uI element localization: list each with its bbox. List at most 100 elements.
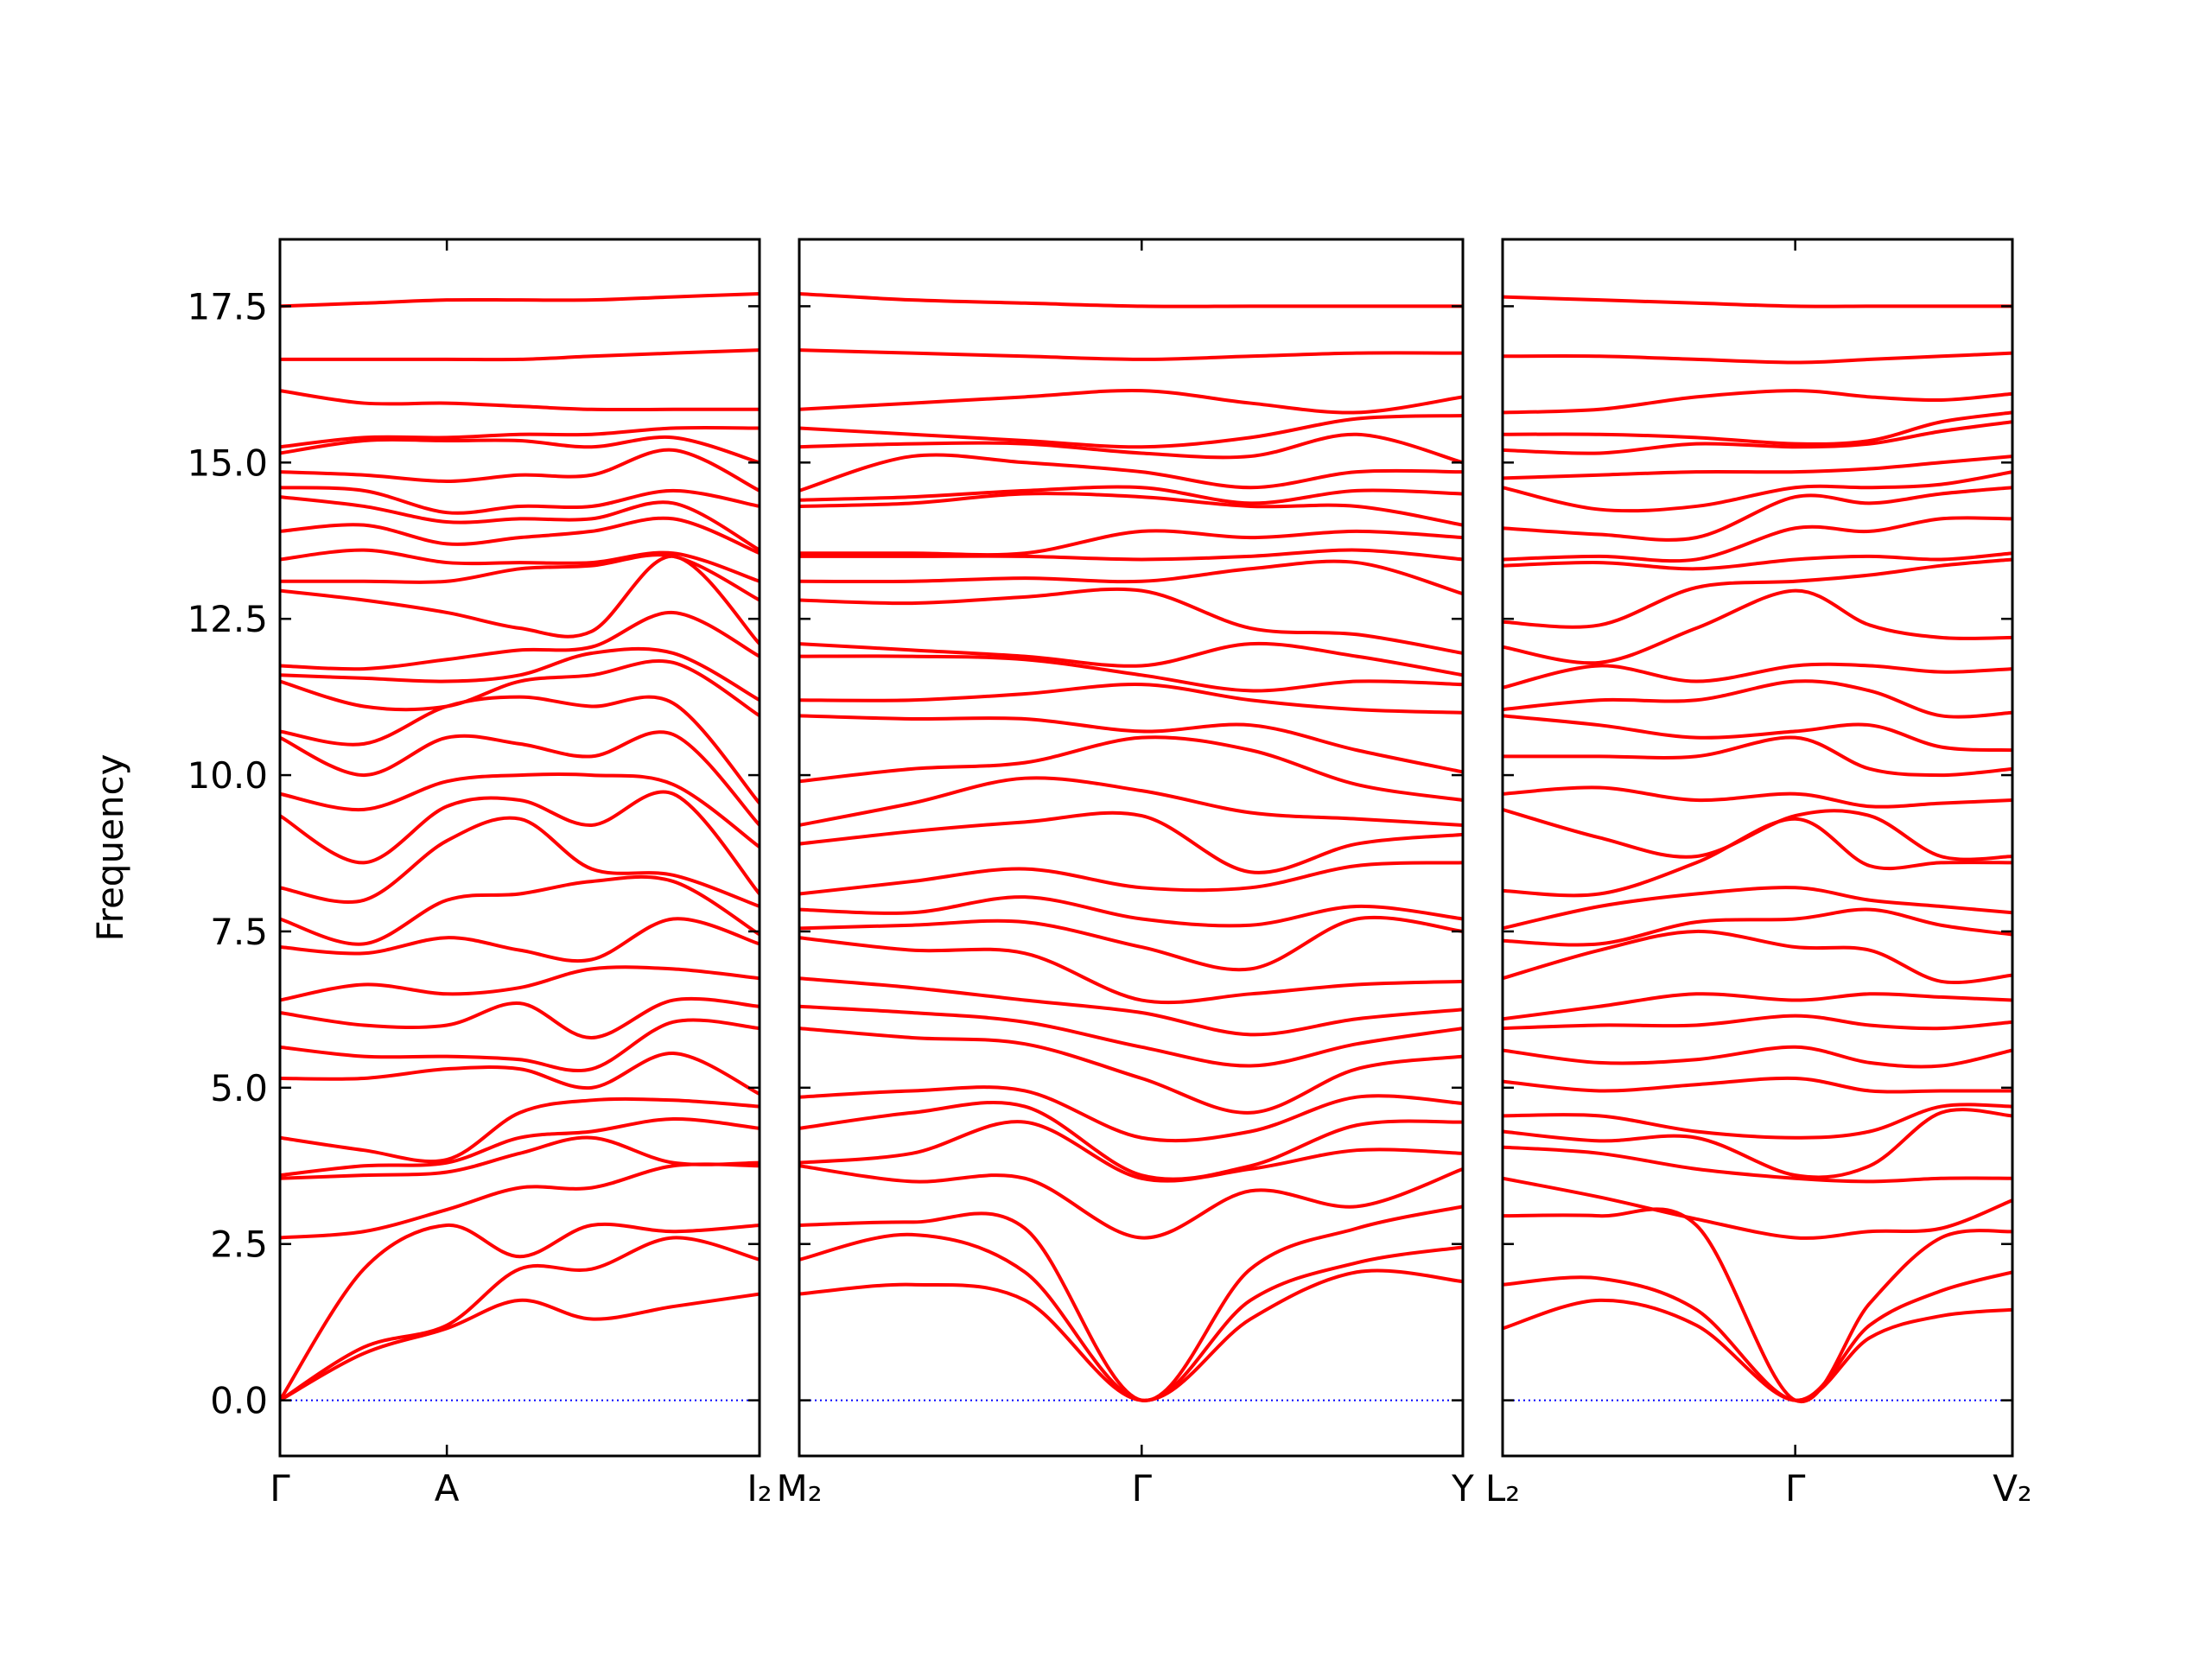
band-line	[280, 965, 760, 1002]
x-tick-label: V₂	[1993, 1467, 2032, 1510]
x-tick-label: Γ	[1785, 1467, 1806, 1510]
band-line	[1503, 735, 2012, 778]
band-line	[1503, 785, 2012, 809]
band-line	[1503, 1103, 2012, 1140]
band-line	[1503, 992, 2012, 1021]
band-line	[1503, 929, 2012, 985]
band-line	[280, 435, 760, 465]
band-line	[1503, 588, 2012, 665]
band-line	[1503, 1145, 2012, 1184]
band-line	[1503, 295, 2012, 308]
band-line	[280, 1135, 760, 1180]
band-line	[280, 816, 760, 908]
band-line	[799, 414, 1463, 449]
band-line	[1503, 714, 2012, 753]
band-line	[799, 1120, 1463, 1183]
band-line	[1503, 389, 2012, 415]
band-line	[280, 695, 760, 804]
band-line	[799, 641, 1463, 677]
band-line	[280, 996, 760, 1039]
band-line	[1503, 1207, 2012, 1404]
band-line	[799, 432, 1463, 465]
y-tick-label: 5.0	[210, 1067, 268, 1109]
frame	[278, 238, 761, 1458]
band-line	[280, 516, 760, 556]
band-line	[280, 646, 760, 702]
band-line	[799, 776, 1463, 827]
plot-area	[1503, 295, 2012, 1404]
band-line	[799, 1205, 1463, 1402]
band-line	[280, 495, 760, 552]
band-line	[1503, 420, 2012, 455]
band-line	[280, 548, 760, 583]
band-line	[799, 654, 1463, 693]
band-line	[1503, 1014, 2012, 1031]
x-tick-label: A	[435, 1467, 460, 1510]
band-line	[280, 425, 760, 449]
band-line	[799, 529, 1463, 557]
x-tick-label: Γ	[1132, 1467, 1153, 1510]
band-line	[1503, 907, 2012, 947]
band-line	[280, 874, 760, 946]
band-line	[799, 388, 1463, 415]
band-line	[799, 861, 1463, 896]
band-line	[280, 1236, 760, 1402]
band-line	[280, 1018, 760, 1073]
y-axis-label: Frequency	[89, 754, 131, 942]
y-tick-label: 15.0	[187, 442, 268, 484]
band-line	[799, 1085, 1463, 1143]
band-line	[280, 553, 760, 602]
band-line	[1503, 470, 2012, 513]
plot-area	[280, 291, 760, 1402]
band-line	[799, 735, 1463, 802]
band-line	[799, 1004, 1463, 1068]
band-line	[1503, 807, 2012, 861]
band-line	[1503, 516, 2012, 563]
band-line	[1503, 486, 2012, 542]
band-line	[799, 348, 1463, 361]
frame	[798, 238, 1465, 1458]
band-line	[799, 587, 1463, 655]
band-line	[280, 1117, 760, 1178]
band-line	[799, 291, 1463, 308]
band-line	[799, 895, 1463, 928]
band-line	[1503, 817, 2012, 898]
band-line	[280, 448, 760, 493]
band-line	[799, 976, 1463, 1037]
x-tick-label: I₂	[747, 1467, 772, 1510]
band-line	[280, 772, 760, 849]
band-line	[280, 389, 760, 412]
band-line	[280, 486, 760, 515]
band-line	[1503, 662, 2012, 690]
band-line	[799, 1164, 1463, 1240]
band-line	[280, 1292, 760, 1402]
band-line	[799, 453, 1463, 493]
plot-area	[799, 291, 1463, 1402]
band-line	[799, 559, 1463, 596]
band-line	[799, 492, 1463, 527]
band-line	[280, 610, 760, 671]
band-line	[280, 348, 760, 362]
x-tick-label: Y	[1451, 1467, 1474, 1510]
band-line	[280, 1052, 760, 1096]
band-line	[1503, 557, 2012, 629]
x-tick-label: M₂	[776, 1467, 822, 1510]
band-line	[280, 917, 760, 963]
y-tick-label: 0.0	[210, 1380, 268, 1422]
band-line	[1503, 886, 2012, 931]
x-tick-label: Γ	[270, 1467, 290, 1510]
band-line	[280, 291, 760, 308]
band-line	[1503, 454, 2012, 480]
band-line	[1503, 1108, 2012, 1179]
band-line	[799, 683, 1463, 715]
band-line	[799, 548, 1463, 562]
band-line	[280, 730, 760, 827]
band-line	[280, 1222, 760, 1402]
band-line	[280, 658, 760, 718]
y-tick-label: 17.5	[187, 285, 268, 327]
band-line	[799, 1100, 1463, 1181]
band-line	[1503, 1176, 2012, 1240]
band-line	[799, 1027, 1463, 1115]
